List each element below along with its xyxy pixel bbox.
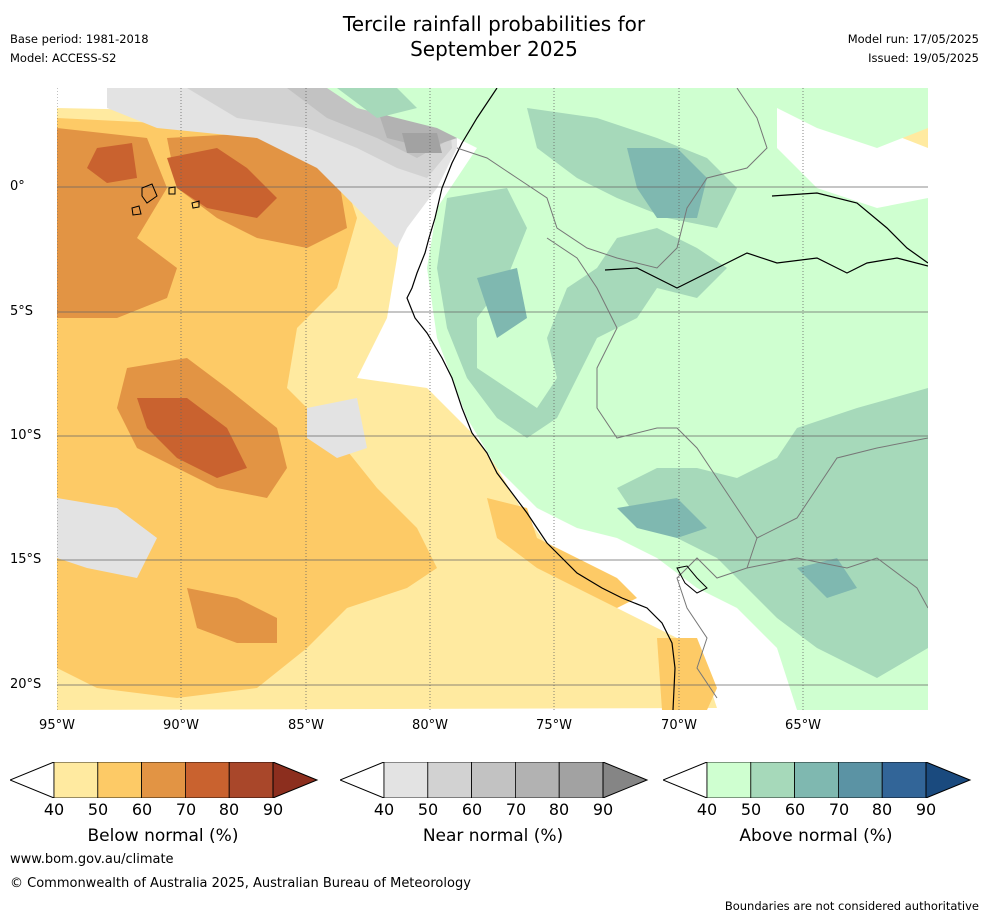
map-title: Tercile rainfall probabilities for Septe… (0, 12, 988, 62)
colorbar-cell (471, 762, 516, 798)
tick-below-50: 50 (87, 800, 109, 819)
tick-above-80: 80 (871, 800, 893, 819)
above-normal-50-region (437, 188, 727, 438)
tick-above-90: 90 (915, 800, 937, 819)
colorbar-cell (706, 762, 752, 798)
tick-near-40: 40 (373, 800, 395, 819)
lon-label-95w: 95°W (39, 718, 75, 733)
colorbar-cell (750, 762, 796, 798)
title-line-1: Tercile rainfall probabilities for (342, 12, 646, 36)
colorbar-cell (881, 762, 927, 798)
colorbar-title-above: Above normal (%) (739, 826, 893, 846)
lon-label-80w: 80°W (412, 718, 448, 733)
base-period-label: Base period: 1981-2018 (10, 32, 149, 46)
tick-below-60: 60 (131, 800, 153, 819)
below-normal-70-region (167, 148, 277, 218)
tick-near-60: 60 (461, 800, 483, 819)
lat-label-15s: 15°S (10, 552, 42, 567)
near-normal-40-region (307, 398, 367, 458)
colorbar-cell (53, 762, 99, 798)
colorbar-below-normal (10, 762, 319, 798)
colorbar-cell (184, 762, 230, 798)
graticule (57, 88, 928, 710)
tick-above-40: 40 (696, 800, 718, 819)
colorbar-cell (558, 762, 604, 798)
metadata-left: Base period: 1981-2018 Model: ACCESS-S2 (10, 30, 149, 68)
colorbar-above-normal (663, 762, 972, 798)
lat-label-5s: 5°S (10, 304, 34, 319)
coastline (406, 88, 676, 710)
above-normal-50-region (337, 88, 417, 118)
lat-label-20s: 20°S (10, 677, 42, 692)
below-normal-60-region (187, 588, 277, 643)
model-run-label: Model run: 17/05/2025 (847, 32, 979, 46)
amazon-river-north (771, 192, 928, 264)
colorbar-near-normal (340, 762, 649, 798)
lon-label-70w: 70°W (661, 718, 697, 733)
lon-label-90w: 90°W (163, 718, 199, 733)
model-label: Model: ACCESS-S2 (10, 51, 117, 65)
tick-near-90: 90 (592, 800, 614, 819)
galapagos-islands (131, 183, 200, 216)
lon-label-65w: 65°W (785, 718, 821, 733)
colorbar-extend-arrow (602, 762, 649, 798)
below-normal-70-region (137, 398, 247, 478)
colorbar-cell (228, 762, 274, 798)
below-normal-50-region (487, 498, 637, 608)
below-normal-60-region (57, 128, 177, 318)
colorbar-cell (514, 762, 560, 798)
metadata-right: Model run: 17/05/2025 Issued: 19/05/2025 (848, 30, 979, 68)
colorbar-title-near: Near normal (%) (422, 826, 564, 846)
colorbar-cell (383, 762, 429, 798)
colorbar-title-below: Below normal (%) (87, 826, 239, 846)
above-normal-60-region (797, 558, 857, 598)
lon-label-75w: 75°W (536, 718, 572, 733)
tick-below-40: 40 (43, 800, 65, 819)
lake-titicaca (676, 565, 708, 594)
tick-above-70: 70 (828, 800, 850, 819)
boundary-disclaimer: Boundaries are not considered authoritat… (724, 899, 979, 913)
tick-below-70: 70 (175, 800, 197, 819)
colorbar-cell (97, 762, 143, 798)
title-line-2: September 2025 (410, 37, 578, 61)
map-canvas (57, 88, 928, 710)
above-normal-60-region (477, 268, 527, 338)
tick-below-80: 80 (218, 800, 240, 819)
probability-map (57, 88, 928, 710)
below-normal-70-region (87, 143, 137, 183)
colorbar-cell (427, 762, 473, 798)
footer-copyright: © Commonwealth of Australia 2025, Austra… (10, 876, 471, 891)
amazon-river (604, 252, 928, 289)
colorbar-cell (837, 762, 883, 798)
colorbar-extend-arrow (272, 762, 319, 798)
tick-above-50: 50 (740, 800, 762, 819)
near-normal-40-region (57, 498, 157, 578)
above-normal-60-region (627, 148, 707, 218)
colorbar-extend-arrow (925, 762, 972, 798)
lon-label-85w: 85°W (288, 718, 324, 733)
footer-url[interactable]: www.bom.gov.au/climate (10, 852, 174, 867)
lat-label-0: 0° (10, 179, 25, 194)
tick-near-80: 80 (548, 800, 570, 819)
colorbar-cell (794, 762, 839, 798)
tick-near-70: 70 (505, 800, 527, 819)
tick-above-60: 60 (784, 800, 806, 819)
near-normal-80-region (402, 133, 442, 153)
below-normal-50-region (657, 638, 717, 710)
issued-label: Issued: 19/05/2025 (868, 51, 979, 65)
colorbar-cell (141, 762, 186, 798)
lat-label-10s: 10°S (10, 428, 42, 443)
tick-near-50: 50 (417, 800, 439, 819)
above-normal-50-region (617, 388, 928, 678)
country-borders (456, 88, 928, 699)
above-normal-60-region (617, 498, 707, 538)
tick-below-90: 90 (262, 800, 284, 819)
